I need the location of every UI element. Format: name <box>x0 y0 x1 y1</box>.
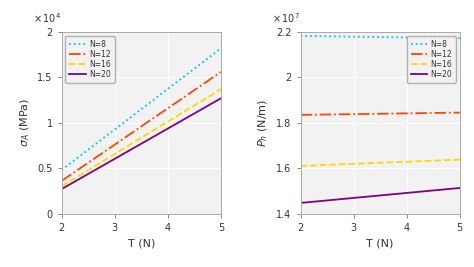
N=20 <box>156 132 162 135</box>
N=8 <box>193 66 199 69</box>
N=20 <box>298 201 303 205</box>
N=12 <box>442 111 448 115</box>
N=12 <box>59 179 65 182</box>
N=16 <box>298 164 303 168</box>
N=12 <box>203 81 209 84</box>
N=16 <box>395 160 401 164</box>
N=8 <box>298 34 303 37</box>
X-axis label: T (N): T (N) <box>128 238 155 248</box>
N=12 <box>392 112 398 115</box>
N=16 <box>218 88 224 91</box>
N=12 <box>153 115 159 118</box>
N=8 <box>59 168 65 171</box>
Text: $\times\,10^{7}$: $\times\,10^{7}$ <box>272 11 300 25</box>
N=16 <box>457 158 463 161</box>
N=16 <box>392 160 398 164</box>
Line: N=8: N=8 <box>301 36 460 38</box>
X-axis label: T (N): T (N) <box>366 238 394 248</box>
Line: N=12: N=12 <box>62 72 221 181</box>
N=8 <box>154 96 159 99</box>
N=20 <box>442 188 448 191</box>
N=20 <box>59 187 65 190</box>
N=12 <box>193 88 199 91</box>
N=16 <box>193 103 199 106</box>
N=12 <box>432 111 438 115</box>
N=20 <box>392 193 398 196</box>
Legend: N=8, N=12, N=16, N=20: N=8, N=12, N=16, N=20 <box>65 36 115 83</box>
N=8 <box>156 94 162 97</box>
N=8 <box>298 34 304 37</box>
N=16 <box>59 185 64 188</box>
N=20 <box>154 134 159 137</box>
N=12 <box>298 113 304 116</box>
Line: N=16: N=16 <box>62 89 221 186</box>
N=8 <box>392 36 398 39</box>
N=20 <box>59 187 64 191</box>
N=16 <box>156 125 162 128</box>
N=8 <box>392 36 398 39</box>
N=16 <box>442 159 448 162</box>
N=12 <box>154 115 159 118</box>
N=8 <box>218 47 224 50</box>
Legend: N=8, N=12, N=16, N=20: N=8, N=12, N=16, N=20 <box>407 36 456 83</box>
N=20 <box>203 105 209 108</box>
Line: N=16: N=16 <box>301 160 460 166</box>
Line: N=12: N=12 <box>301 113 460 115</box>
N=20 <box>432 189 438 192</box>
N=20 <box>392 193 398 196</box>
N=16 <box>298 164 304 167</box>
N=16 <box>153 127 159 131</box>
N=8 <box>203 58 209 61</box>
N=20 <box>153 134 159 137</box>
N=12 <box>392 112 398 115</box>
N=20 <box>298 201 304 205</box>
N=12 <box>218 70 224 74</box>
N=20 <box>218 97 224 100</box>
Line: N=20: N=20 <box>301 188 460 203</box>
Y-axis label: $\sigma_{A}$ (MPa): $\sigma_{A}$ (MPa) <box>18 98 32 147</box>
N=16 <box>59 184 65 188</box>
N=16 <box>392 160 398 164</box>
N=8 <box>395 36 401 39</box>
N=16 <box>203 97 209 100</box>
Y-axis label: $P_{h}$ (N/m): $P_{h}$ (N/m) <box>257 99 271 147</box>
N=16 <box>432 159 438 162</box>
Text: $\times\,10^{4}$: $\times\,10^{4}$ <box>33 11 61 25</box>
N=8 <box>442 36 448 40</box>
N=20 <box>395 192 401 195</box>
N=16 <box>154 127 159 130</box>
N=8 <box>457 37 463 40</box>
N=12 <box>457 111 463 114</box>
N=20 <box>457 186 463 190</box>
N=12 <box>156 113 162 116</box>
Line: N=8: N=8 <box>62 48 221 170</box>
N=8 <box>59 168 64 172</box>
N=12 <box>59 179 64 183</box>
N=12 <box>298 113 303 116</box>
Line: N=20: N=20 <box>62 98 221 189</box>
N=8 <box>432 36 438 40</box>
N=12 <box>395 112 401 115</box>
N=8 <box>153 96 159 100</box>
N=20 <box>193 111 199 114</box>
